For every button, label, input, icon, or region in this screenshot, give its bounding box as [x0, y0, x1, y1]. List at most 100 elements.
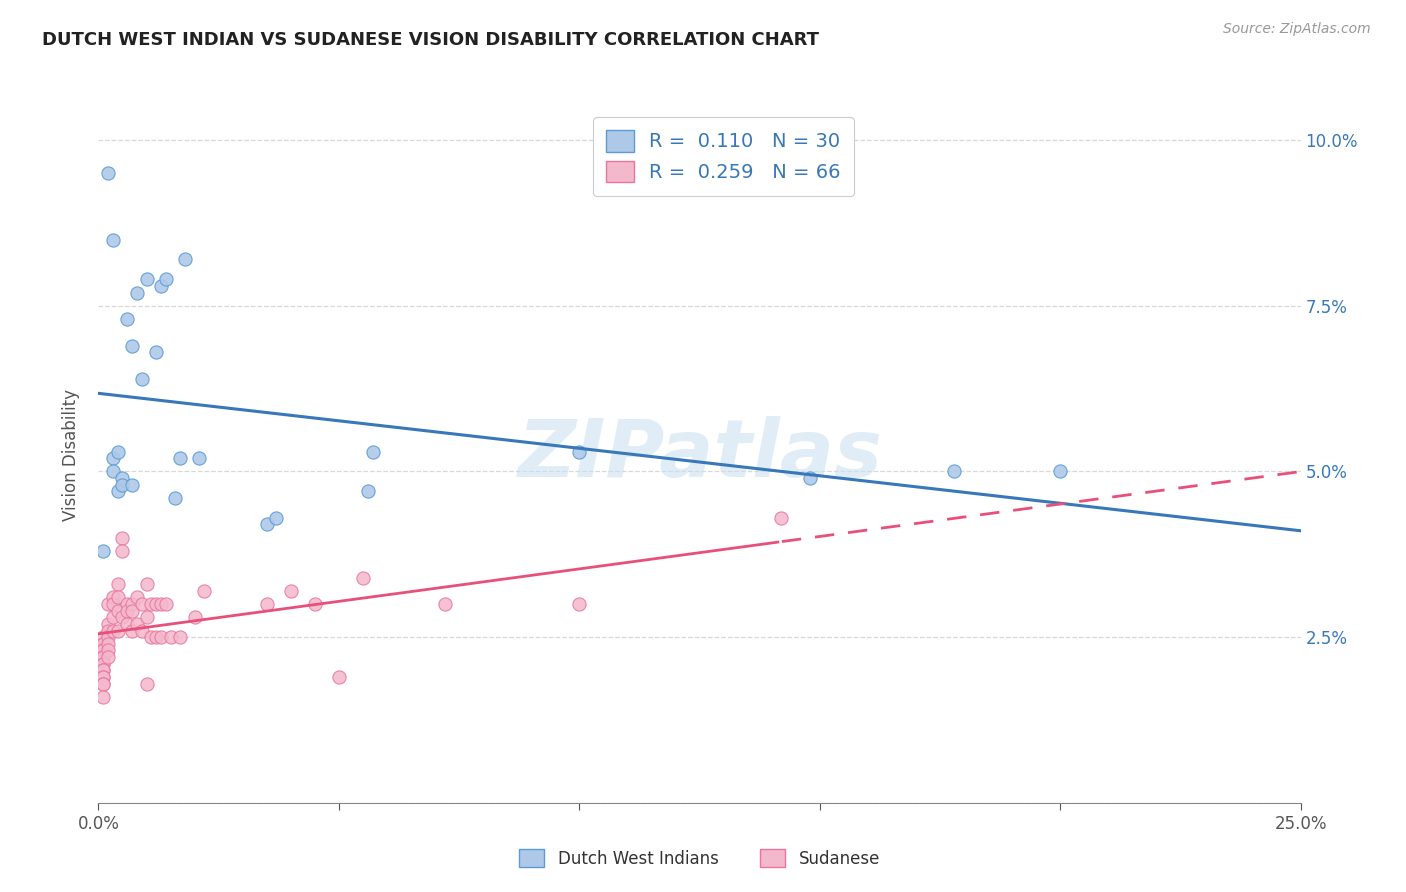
Point — [111, 531, 134, 545]
Point — [111, 477, 134, 491]
Point — [117, 616, 139, 631]
Point — [121, 597, 143, 611]
Point — [121, 477, 143, 491]
Point — [91, 663, 114, 677]
Y-axis label: Vision Disability: Vision Disability — [62, 389, 80, 521]
Point — [799, 471, 821, 485]
Point — [111, 471, 134, 485]
Point — [117, 312, 139, 326]
Point — [174, 252, 197, 267]
Point — [91, 657, 114, 671]
Point — [280, 583, 302, 598]
Point — [117, 604, 139, 618]
Point — [91, 544, 114, 558]
Point — [91, 630, 114, 644]
Point — [149, 597, 172, 611]
Point — [111, 610, 134, 624]
Point — [91, 663, 114, 677]
Point — [121, 624, 143, 638]
Point — [91, 676, 114, 690]
Point — [135, 272, 157, 286]
Point — [107, 444, 129, 458]
Point — [770, 511, 793, 525]
Point — [101, 465, 124, 479]
Point — [97, 166, 120, 180]
Point — [91, 643, 114, 657]
Point — [131, 597, 153, 611]
Point — [121, 338, 143, 352]
Text: ZIPatlas: ZIPatlas — [517, 416, 882, 494]
Point — [97, 616, 120, 631]
Text: DUTCH WEST INDIAN VS SUDANESE VISION DISABILITY CORRELATION CHART: DUTCH WEST INDIAN VS SUDANESE VISION DIS… — [42, 31, 820, 49]
Point — [107, 484, 129, 499]
Point — [328, 670, 350, 684]
Point — [125, 591, 148, 605]
Point — [568, 444, 591, 458]
Point — [193, 583, 215, 598]
Point — [91, 650, 114, 665]
Point — [97, 650, 120, 665]
Point — [165, 491, 187, 505]
Point — [97, 637, 120, 651]
Point — [91, 676, 114, 690]
Point — [188, 451, 211, 466]
Legend: Dutch West Indians, Sudanese: Dutch West Indians, Sudanese — [513, 842, 886, 874]
Point — [97, 643, 120, 657]
Point — [101, 451, 124, 466]
Point — [256, 597, 278, 611]
Point — [101, 597, 124, 611]
Point — [91, 637, 114, 651]
Point — [155, 597, 177, 611]
Point — [101, 624, 124, 638]
Point — [943, 465, 966, 479]
Point — [111, 544, 134, 558]
Point — [352, 570, 374, 584]
Point — [91, 637, 114, 651]
Point — [107, 577, 129, 591]
Point — [131, 372, 153, 386]
Point — [97, 624, 120, 638]
Point — [266, 511, 288, 525]
Text: Source: ZipAtlas.com: Source: ZipAtlas.com — [1223, 22, 1371, 37]
Point — [141, 597, 163, 611]
Point — [107, 604, 129, 618]
Point — [101, 591, 124, 605]
Point — [101, 610, 124, 624]
Point — [361, 444, 384, 458]
Point — [304, 597, 326, 611]
Point — [91, 690, 114, 704]
Point — [256, 517, 278, 532]
Point — [145, 630, 167, 644]
Point — [125, 616, 148, 631]
Point — [357, 484, 380, 499]
Point — [91, 670, 114, 684]
Point — [155, 272, 177, 286]
Point — [97, 630, 120, 644]
Point — [1049, 465, 1071, 479]
Point — [125, 285, 148, 300]
Point — [149, 630, 172, 644]
Point — [169, 630, 191, 644]
Point — [101, 233, 124, 247]
Point — [91, 650, 114, 665]
Point — [91, 657, 114, 671]
Point — [145, 597, 167, 611]
Point — [91, 670, 114, 684]
Point — [91, 643, 114, 657]
Point — [107, 624, 129, 638]
Point — [135, 610, 157, 624]
Point — [145, 345, 167, 359]
Point — [131, 624, 153, 638]
Point — [149, 279, 172, 293]
Point — [121, 604, 143, 618]
Point — [141, 630, 163, 644]
Point — [433, 597, 456, 611]
Point — [135, 676, 157, 690]
Point — [135, 577, 157, 591]
Point — [97, 597, 120, 611]
Point — [159, 630, 181, 644]
Point — [183, 610, 205, 624]
Point — [107, 591, 129, 605]
Point — [117, 597, 139, 611]
Point — [568, 597, 591, 611]
